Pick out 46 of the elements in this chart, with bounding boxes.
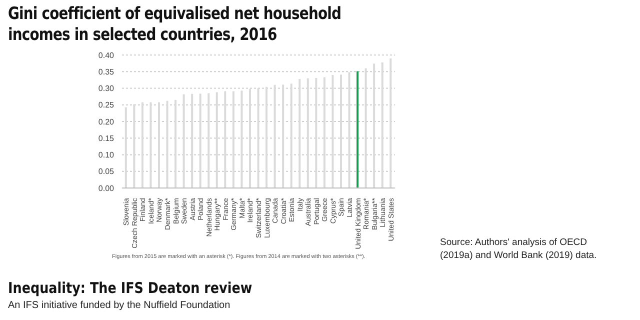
y-tick-label: 0.10 — [98, 150, 115, 160]
bar — [315, 78, 318, 188]
y-tick-label: 0.15 — [98, 134, 115, 143]
source-note: Source: Authors' analysis of OECD (2019a) and World Bank (2019) data. — [440, 236, 598, 262]
bar — [208, 93, 210, 188]
text: Inequality: The IFS Deaton review — [8, 279, 252, 297]
bar — [282, 84, 284, 188]
bar — [364, 68, 367, 188]
chart-title: Gini coefficient of equivalised net household incomes in selected countries, 2016 — [8, 4, 342, 46]
y-tick-label: 0.05 — [98, 167, 115, 176]
bar — [290, 84, 292, 188]
bar — [232, 91, 234, 188]
bar — [257, 88, 260, 188]
bar — [133, 104, 136, 188]
bar — [216, 92, 218, 188]
bar — [390, 58, 392, 188]
bar — [298, 78, 301, 188]
bar — [373, 64, 376, 188]
bar — [348, 72, 350, 188]
bar — [224, 91, 226, 188]
bar — [124, 107, 127, 188]
bar — [266, 86, 268, 188]
y-tick-label: 0.35 — [98, 67, 115, 76]
y-tick-label: 0.30 — [98, 84, 115, 94]
bar — [174, 100, 177, 188]
bar — [306, 78, 309, 188]
bar — [141, 102, 144, 188]
bar — [158, 102, 160, 188]
y-tick-label: 0.00 — [98, 184, 115, 193]
bar — [199, 94, 202, 188]
bar — [323, 77, 326, 188]
bar — [240, 90, 243, 188]
bar — [274, 84, 276, 188]
bar — [248, 88, 251, 188]
y-tick-label: 0.20 — [98, 117, 115, 126]
y-tick-label: 0.25 — [98, 100, 115, 110]
bar — [356, 71, 359, 188]
bar — [150, 102, 152, 188]
bar — [381, 62, 384, 188]
y-tick-label: 0.40 — [98, 50, 115, 60]
bar — [182, 94, 185, 188]
text: An IFS initiative funded by the Nuffield Foundation — [8, 300, 230, 311]
bar — [332, 74, 334, 188]
bar — [166, 100, 168, 188]
bar — [191, 94, 194, 188]
bar — [340, 74, 342, 188]
